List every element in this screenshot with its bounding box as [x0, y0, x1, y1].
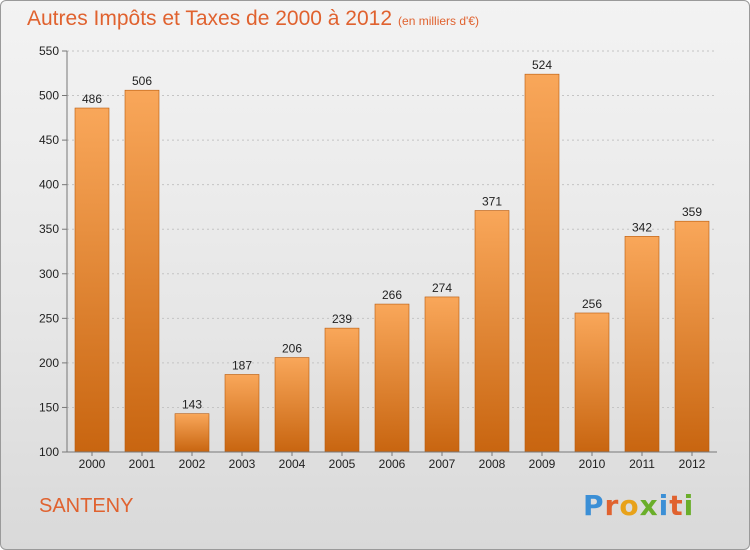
x-axis-labels: 2000 2001 2002 2003 2004 2005 2006 2007 2008 2009… — [79, 452, 706, 471]
y-tick-label: 350 — [39, 222, 59, 236]
y-tick-label: 300 — [39, 267, 59, 281]
value-label: 256 — [582, 297, 602, 311]
value-label: 524 — [532, 58, 552, 72]
y-axis-ticks: 100 150 200 250 300 350 400 450 500 550 — [39, 44, 67, 459]
y-tick-label: 500 — [39, 89, 59, 103]
x-tick-label: 2003 — [229, 457, 256, 471]
bar-2008[interactable] — [474, 210, 510, 453]
bar-2007[interactable] — [424, 296, 460, 453]
x-tick-label: 2007 — [429, 457, 456, 471]
y-tick-label: 200 — [39, 356, 59, 370]
unit-label: (en milliers d'€) — [398, 14, 480, 28]
logo-letter: x — [639, 489, 659, 522]
logo-letter: i — [683, 489, 695, 522]
y-tick-label: 550 — [39, 44, 59, 58]
x-tick-label: 2005 — [329, 457, 356, 471]
x-tick-label: 2009 — [529, 457, 556, 471]
value-label: 266 — [382, 288, 402, 302]
value-label: 486 — [82, 92, 102, 106]
x-tick-label: 2004 — [279, 457, 306, 471]
y-tick-label: 100 — [39, 445, 59, 459]
proxiti-logo[interactable]: Proxiti — [583, 489, 694, 522]
value-label: 342 — [632, 220, 652, 234]
value-label: 206 — [282, 342, 302, 356]
x-tick-label: 2012 — [679, 457, 706, 471]
bar-2010[interactable] — [574, 312, 610, 453]
x-tick-label: 2002 — [179, 457, 206, 471]
logo-letter: r — [604, 489, 620, 522]
value-label: 274 — [432, 281, 452, 295]
value-label: 143 — [182, 398, 202, 412]
bar-2003[interactable] — [224, 374, 260, 453]
bar-2005[interactable] — [324, 327, 360, 453]
bar-2006[interactable] — [374, 303, 410, 453]
value-label: 506 — [132, 74, 152, 88]
y-tick-label: 250 — [39, 311, 59, 325]
y-tick-label: 450 — [39, 133, 59, 147]
bar-2001[interactable] — [124, 89, 160, 453]
x-tick-label: 2008 — [479, 457, 506, 471]
x-tick-label: 2010 — [579, 457, 606, 471]
logo-letter: i — [658, 489, 670, 522]
value-label: 187 — [232, 358, 252, 372]
bar-2011[interactable] — [624, 236, 660, 453]
chart-title: Autres Impôts et Taxes de 2000 à 2012 (en… — [27, 7, 479, 31]
bar-2012[interactable] — [674, 220, 710, 453]
commune-name: SANTENY — [39, 495, 134, 517]
logo-letter: P — [583, 489, 605, 522]
x-tick-label: 2001 — [129, 457, 156, 471]
value-label: 371 — [482, 195, 502, 209]
bar-2009[interactable] — [524, 73, 560, 453]
y-tick-label: 400 — [39, 178, 59, 192]
x-tick-label: 2006 — [379, 457, 406, 471]
y-tick-label: 150 — [39, 400, 59, 414]
logo-letter: o — [619, 489, 640, 522]
bar-2000[interactable] — [74, 107, 110, 453]
value-labels: 486 506 143 187 206 239 266 274 371 524 256 342 359 — [82, 58, 702, 412]
x-tick-label: 2011 — [629, 457, 655, 471]
title-text: Autres Impôts et Taxes de 2000 à 2012 — [27, 7, 393, 30]
bar-2004[interactable] — [274, 357, 310, 453]
value-label: 239 — [332, 312, 352, 326]
x-tick-label: 2000 — [79, 457, 106, 471]
bars — [74, 73, 710, 453]
value-label: 359 — [682, 205, 702, 219]
logo-letter: t — [669, 489, 684, 522]
bar-2002[interactable] — [174, 413, 210, 453]
